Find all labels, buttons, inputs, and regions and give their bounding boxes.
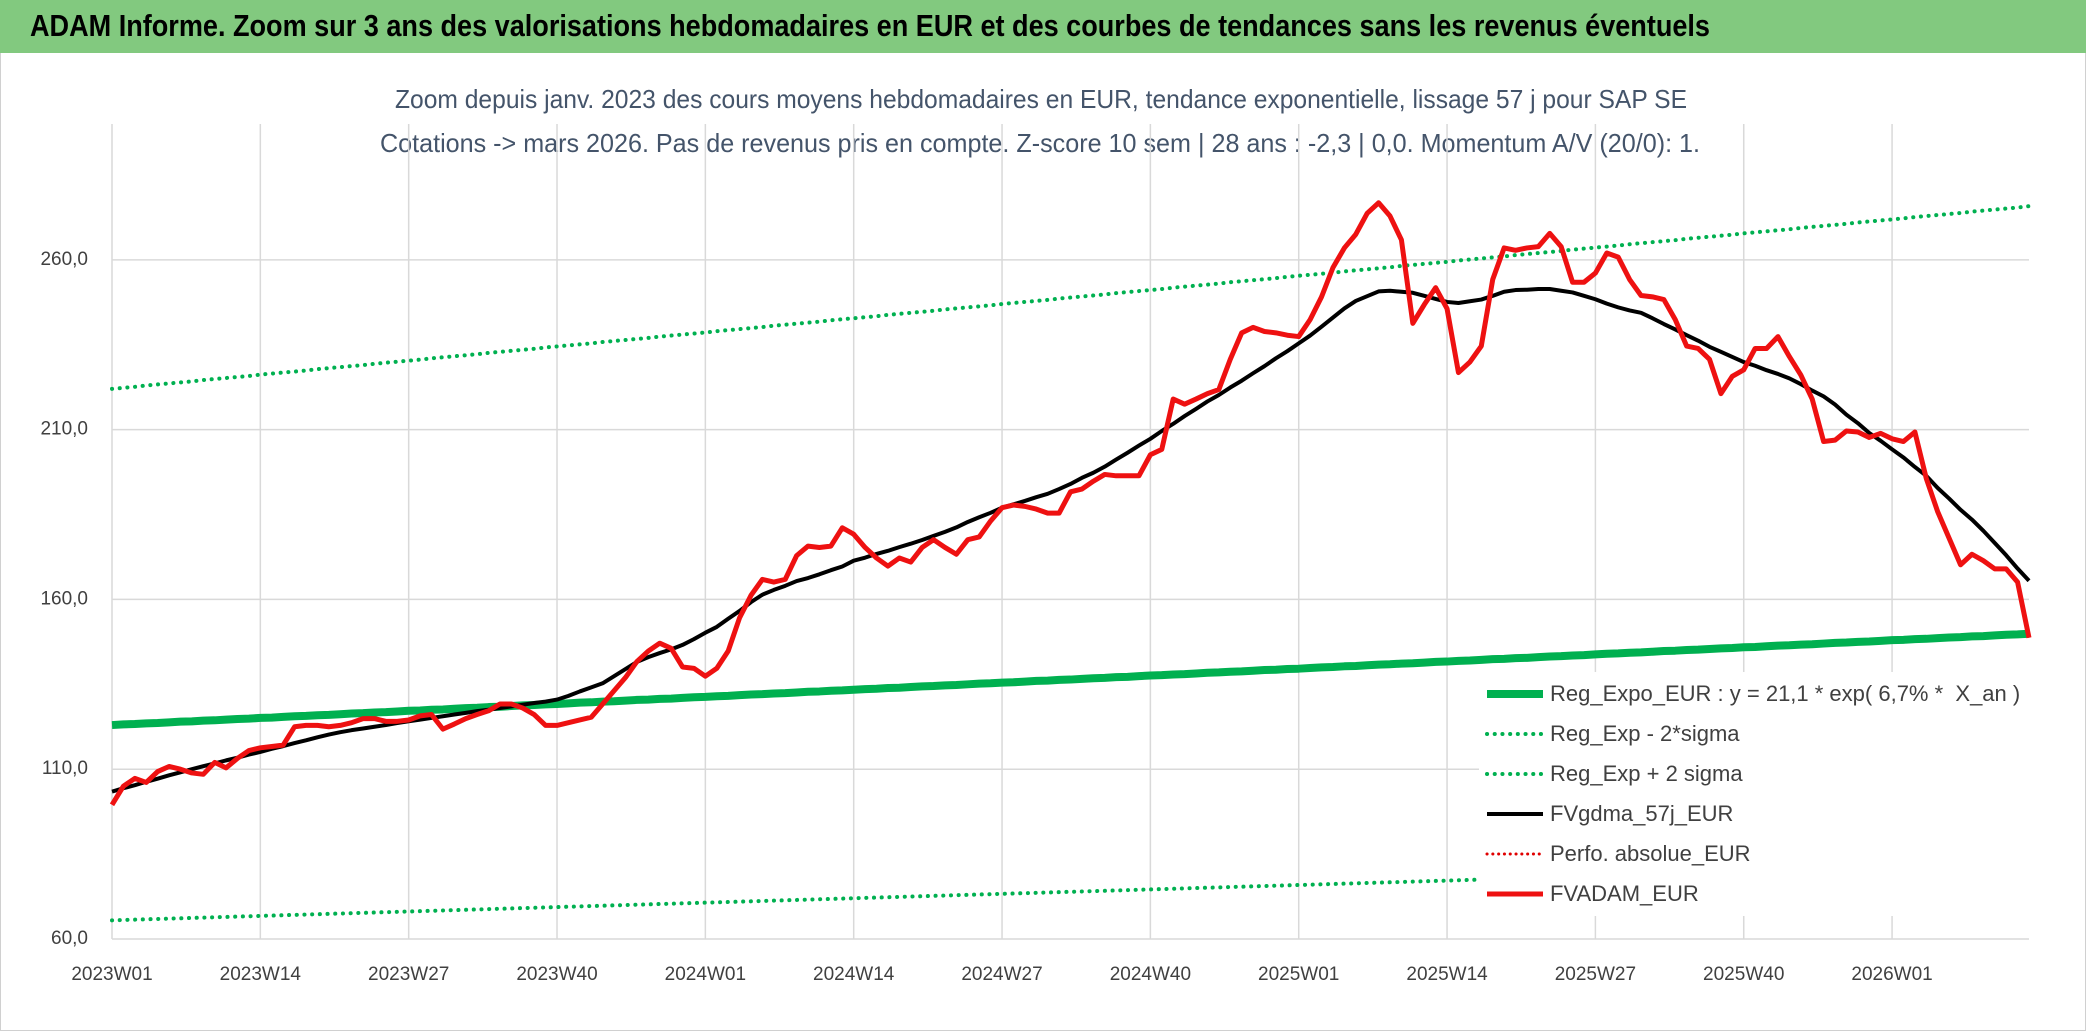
- chart-subtitle: Zoom depuis janv. 2023 des cours moyens …: [395, 84, 1687, 114]
- legend-label: Perfo. absolue_EUR: [1550, 841, 1751, 866]
- x-tick-label: 2024W27: [961, 964, 1042, 985]
- legend-label: Reg_Exp - 2*sigma: [1550, 721, 1740, 746]
- y-tick-label: 110,0: [42, 758, 88, 779]
- x-tick-label: 2024W01: [665, 964, 746, 985]
- y-tick-label: 260,0: [40, 249, 88, 270]
- series-line: [110, 204, 2031, 391]
- legend-label: Reg_Exp + 2 sigma: [1550, 761, 1743, 786]
- x-tick-label: 2023W14: [220, 964, 302, 985]
- legend-label: Reg_Expo_EUR : y = 21,1 * exp( 6,7% * X_…: [1550, 681, 2020, 706]
- y-tick-label: 60,0: [51, 928, 88, 949]
- grid: 60,0 110,0 160,0 210,0 260,0 2023W01 2023W14 20…: [40, 124, 2029, 985]
- series-line: [111, 629, 2030, 730]
- x-tick-label: 2023W40: [516, 964, 597, 985]
- header-bar: [0, 0, 2086, 53]
- y-tick-label: 160,0: [40, 588, 88, 609]
- legend-label: FVADAM_EUR: [1550, 881, 1699, 906]
- x-tick-label: 2026W01: [1851, 964, 1932, 985]
- x-tick-label: 2025W27: [1555, 964, 1636, 985]
- plot-lines: [109, 200, 2032, 923]
- x-tick-label: 2024W14: [813, 964, 895, 985]
- legend: Reg_Expo_EUR : y = 21,1 * exp( 6,7% * X_…: [1479, 672, 2035, 916]
- y-tick-label: 210,0: [40, 419, 88, 440]
- series-line: [109, 200, 2032, 807]
- legend-box: [1479, 672, 2035, 916]
- x-tick-label: 2025W14: [1406, 964, 1488, 985]
- chart-title: ADAM Informe. Zoom sur 3 ans des valoris…: [30, 8, 1710, 43]
- x-tick-label: 2024W40: [1110, 964, 1191, 985]
- x-tick-label: 2025W40: [1703, 964, 1784, 985]
- x-tick-label: 2025W01: [1258, 964, 1339, 985]
- chart-subtitle: Cotations -> mars 2026. Pas de revenus p…: [380, 128, 1700, 158]
- legend-label: FVgdma_57j_EUR: [1550, 801, 1733, 826]
- x-tick-label: 2023W27: [368, 964, 449, 985]
- x-tick-label: 2023W01: [71, 964, 152, 985]
